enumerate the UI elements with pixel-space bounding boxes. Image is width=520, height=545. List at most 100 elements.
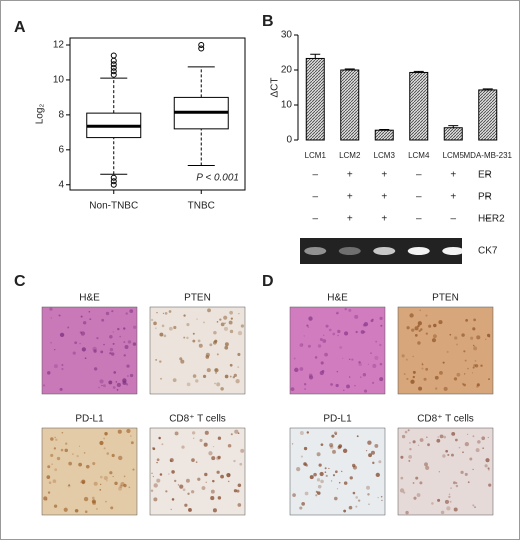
micrograph-bg <box>289 306 386 395</box>
texture <box>314 356 318 359</box>
texture <box>103 384 106 388</box>
texture <box>417 341 421 345</box>
texture <box>217 436 222 440</box>
texture <box>172 378 177 383</box>
texture <box>214 339 218 343</box>
micrograph <box>397 427 494 516</box>
texture <box>418 386 423 391</box>
texture <box>195 461 198 463</box>
texture <box>229 363 233 367</box>
texture <box>104 432 108 436</box>
texture <box>465 319 469 322</box>
marker-sign: + <box>381 214 387 225</box>
texture <box>123 475 126 478</box>
texture <box>342 357 344 359</box>
texture <box>328 328 332 332</box>
x-tick-label: MDA-MB-231 <box>464 151 513 160</box>
texture <box>156 311 158 314</box>
texture <box>162 312 165 314</box>
texture <box>338 481 341 484</box>
texture <box>54 436 56 439</box>
texture <box>156 478 161 483</box>
texture <box>463 383 466 387</box>
image-caption: CD8⁺ T cells <box>169 414 226 425</box>
texture <box>103 475 108 481</box>
texture <box>154 327 157 330</box>
texture <box>460 470 464 474</box>
texture <box>42 384 46 387</box>
outlier <box>110 174 117 181</box>
texture <box>111 352 115 356</box>
bar <box>443 127 463 141</box>
texture <box>447 453 450 457</box>
texture <box>424 462 428 467</box>
texture <box>487 467 490 470</box>
texture <box>294 367 299 373</box>
texture <box>49 307 53 311</box>
texture <box>472 327 476 331</box>
texture <box>236 489 240 493</box>
texture <box>473 364 476 367</box>
texture <box>226 473 231 478</box>
texture <box>380 495 383 498</box>
outlier <box>110 71 117 78</box>
texture <box>230 317 233 320</box>
texture <box>481 436 486 441</box>
x-tick-label: LCM2 <box>339 151 361 160</box>
image-caption: H&E <box>327 293 348 304</box>
texture <box>303 335 305 337</box>
texture <box>217 455 221 460</box>
texture <box>237 483 242 488</box>
texture <box>304 388 306 390</box>
gel-band <box>476 247 499 255</box>
texture <box>186 336 189 340</box>
texture <box>63 507 68 512</box>
texture <box>125 383 129 386</box>
texture <box>93 349 97 353</box>
texture <box>210 489 215 494</box>
texture <box>79 331 83 334</box>
texture <box>111 453 115 458</box>
texture <box>186 382 191 387</box>
texture <box>78 462 83 467</box>
texture <box>370 352 372 354</box>
texture <box>61 431 64 434</box>
texture <box>456 343 458 346</box>
gel-band <box>304 247 327 255</box>
texture <box>372 461 375 465</box>
texture <box>423 377 427 381</box>
texture <box>232 376 235 379</box>
marker-sign: + <box>381 170 387 181</box>
texture <box>325 474 328 478</box>
texture <box>348 505 353 510</box>
texture <box>156 461 158 464</box>
gel-label: CK7 <box>478 246 498 257</box>
texture <box>486 333 491 338</box>
texture <box>199 438 203 442</box>
texture <box>205 355 210 359</box>
texture <box>329 442 334 448</box>
texture <box>191 458 195 462</box>
texture <box>230 433 233 436</box>
texture <box>309 475 314 480</box>
texture <box>474 506 476 508</box>
marker-sign: – <box>450 214 456 225</box>
texture <box>400 476 404 480</box>
texture <box>317 491 321 495</box>
texture <box>371 381 375 385</box>
texture <box>440 510 445 515</box>
texture <box>474 364 479 368</box>
texture <box>109 471 113 475</box>
texture <box>303 446 308 451</box>
texture <box>82 321 87 325</box>
texture <box>336 311 339 315</box>
texture <box>482 447 485 450</box>
texture <box>117 429 122 434</box>
marker-sign: – <box>485 170 491 181</box>
outlier <box>110 52 117 59</box>
texture <box>153 483 158 488</box>
texture <box>452 481 456 485</box>
texture <box>344 307 347 311</box>
texture <box>449 333 452 336</box>
y-tick-label: 6 <box>58 144 64 155</box>
